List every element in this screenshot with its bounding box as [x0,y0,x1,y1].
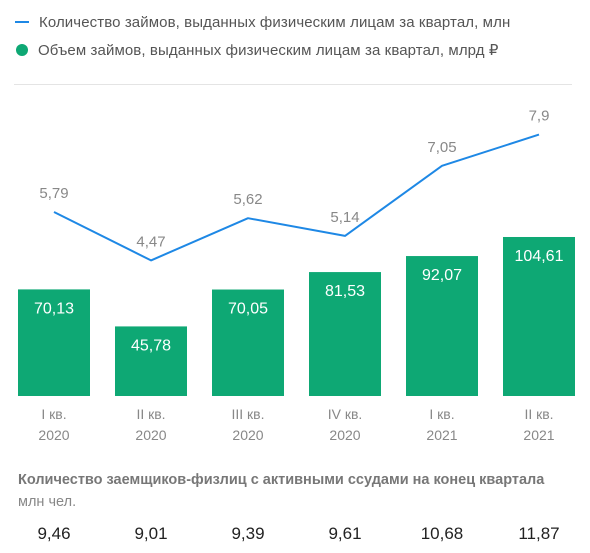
footer-value: 9,39 [231,524,265,543]
line-value-label: 5,62 [233,191,262,208]
legend-item-bar: Объем займов, выданных физическим лицам … [14,36,584,64]
line-swatch-icon [15,21,29,23]
footer-unit: млн чел. [18,494,77,510]
bar-value-label: 104,61 [515,248,564,265]
bar [115,326,187,396]
category-label: 2020 [232,427,263,443]
footer-value: 9,61 [328,524,362,543]
category-label: III кв. [231,406,264,422]
line-value-label: 5,79 [39,185,68,202]
bar-value-label: 45,78 [131,337,171,354]
legend-bar-label: Объем займов, выданных физическим лицам … [38,42,499,59]
category-label: 2020 [135,427,166,443]
category-label: IV кв. [328,406,363,422]
footer-title: Количество заемщиков-физлиц с активными … [18,472,545,488]
bar [18,289,90,396]
footer-value: 9,01 [134,524,168,543]
bar-swatch-icon [16,44,28,56]
category-label: 2020 [329,427,360,443]
bar-value-label: 92,07 [422,267,462,284]
bar-value-label: 70,13 [34,300,74,317]
line-value-label: 7,05 [427,139,456,156]
legend-item-line: Количество займов, выданных физическим л… [14,8,584,36]
line-value-label: 7,9 [529,108,550,125]
category-label: 2021 [426,427,457,443]
category-label: II кв. [524,406,553,422]
bar [406,256,478,396]
legend-line-label: Количество займов, выданных физическим л… [39,13,511,31]
category-label: I кв. [41,406,66,422]
category-label: 2021 [523,427,554,443]
footer-value: 11,87 [518,524,560,543]
category-label: 2020 [38,427,69,443]
bar-value-label: 70,05 [228,301,268,318]
line-series [53,133,540,262]
line-value-label: 4,47 [136,233,165,250]
legend-divider [14,84,572,85]
bar [503,236,575,396]
category-label: I кв. [429,406,454,422]
legend: Количество займов, выданных физическим л… [14,8,584,64]
bar [212,289,284,396]
category-label: II кв. [136,406,165,422]
footer-value: 10,68 [420,524,464,543]
footer-values: 9,46 9,01 9,39 9,61 10,68 11,87 [0,524,590,548]
line-value-label: 5,14 [330,209,359,226]
combo-chart: 70,13 45,78 70,05 81,53 92,07 104,61 5,79 4,47 5… [18,108,575,443]
bar-value-label: 81,53 [325,283,365,300]
footer-value: 9,46 [37,524,71,543]
bar [309,272,381,396]
